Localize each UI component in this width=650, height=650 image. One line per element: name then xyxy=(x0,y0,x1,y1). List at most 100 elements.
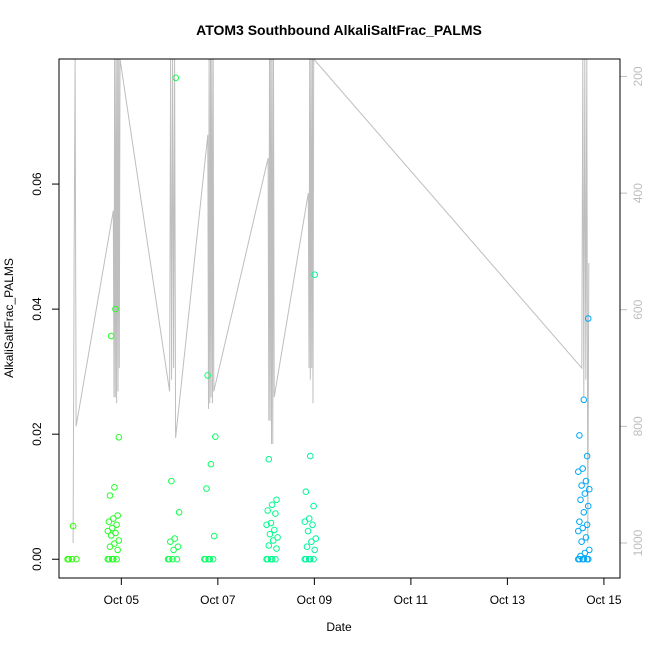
data-point xyxy=(582,477,590,485)
data-point xyxy=(173,555,181,563)
x-tick-label: Oct 13 xyxy=(490,593,526,607)
data-point xyxy=(203,485,210,492)
data-point xyxy=(312,535,320,542)
y-tick-label: 0.00 xyxy=(30,547,44,571)
data-point xyxy=(268,555,276,563)
data-point xyxy=(107,332,115,340)
data-point xyxy=(269,537,277,544)
data-point xyxy=(114,512,121,519)
data-point xyxy=(106,492,114,499)
x-tick-label: Oct 05 xyxy=(104,593,140,607)
data-point xyxy=(307,452,314,460)
data-point xyxy=(301,518,309,526)
data-point xyxy=(167,538,174,546)
data-point xyxy=(202,555,209,563)
data-point xyxy=(209,555,217,563)
data-point xyxy=(581,490,589,497)
data-point xyxy=(575,468,582,476)
data-point xyxy=(578,482,585,489)
data-point xyxy=(174,543,182,551)
y2-tick-label: 400 xyxy=(631,183,645,203)
data-point xyxy=(273,496,280,504)
data-point xyxy=(169,555,176,563)
data-point xyxy=(104,527,112,535)
data-point xyxy=(307,555,314,563)
data-point xyxy=(576,555,583,563)
data-point xyxy=(165,555,173,563)
data-point xyxy=(271,526,278,534)
data-point xyxy=(584,555,592,563)
plot-area-border xyxy=(58,58,621,579)
data-point xyxy=(110,555,117,563)
data-point xyxy=(65,555,72,563)
data-point xyxy=(575,527,582,535)
data-point xyxy=(580,509,588,516)
data-point xyxy=(114,546,121,554)
data-point xyxy=(105,555,113,563)
data-point xyxy=(108,524,116,532)
data-point xyxy=(583,521,591,529)
data-point xyxy=(310,502,317,510)
altitude-profile xyxy=(72,59,590,544)
data-point xyxy=(265,542,273,549)
data-point xyxy=(274,534,281,541)
y-tick-label: 0.06 xyxy=(30,172,44,196)
data-point xyxy=(68,555,76,563)
data-point xyxy=(311,271,319,279)
data-point xyxy=(106,543,114,551)
x-tick-label: Oct 07 xyxy=(200,593,236,607)
data-point xyxy=(577,552,584,560)
data-point xyxy=(69,522,77,530)
data-point xyxy=(110,515,117,522)
data-point xyxy=(583,452,591,460)
data-point xyxy=(578,538,585,546)
data-point xyxy=(586,546,593,554)
data-point xyxy=(105,518,113,526)
data-point xyxy=(263,521,270,529)
y2-tick-label: 1000 xyxy=(631,529,645,556)
y-tick-label: 0.04 xyxy=(30,297,44,321)
data-point xyxy=(310,555,317,563)
data-point xyxy=(584,315,592,322)
data-point xyxy=(204,372,211,379)
data-point xyxy=(308,538,315,546)
data-point xyxy=(113,555,120,563)
data-point xyxy=(309,521,316,529)
data-point xyxy=(115,434,123,441)
data-point xyxy=(206,555,214,563)
data-point xyxy=(168,477,175,485)
data-point xyxy=(272,555,279,563)
data-point xyxy=(210,532,218,540)
data-point xyxy=(111,540,118,547)
data-point xyxy=(268,501,276,509)
y-axis-label: AlkaliSaltFrac_PALMS xyxy=(2,258,16,378)
data-point xyxy=(580,396,588,404)
data-point xyxy=(582,534,590,541)
x-tick-label: Oct 11 xyxy=(394,593,429,607)
data-point xyxy=(171,535,178,542)
y-tick-label: 0.02 xyxy=(30,422,44,446)
data-point xyxy=(170,546,177,554)
data-point xyxy=(73,555,80,563)
data-point xyxy=(576,432,583,439)
x-tick-label: Oct 15 xyxy=(586,593,622,607)
data-point xyxy=(586,485,593,493)
data-point xyxy=(265,455,273,463)
data-point xyxy=(579,524,587,532)
data-point xyxy=(581,549,589,557)
data-point xyxy=(305,515,313,522)
data-point xyxy=(113,521,120,529)
data-point xyxy=(111,484,118,491)
y2-tick-label: 200 xyxy=(631,66,645,86)
data-point xyxy=(584,502,592,510)
data-point xyxy=(302,555,310,563)
data-point xyxy=(266,530,274,538)
data-point xyxy=(273,545,280,552)
data-point xyxy=(264,555,272,563)
data-point xyxy=(212,433,219,441)
data-points xyxy=(64,74,593,563)
data-point xyxy=(207,460,215,468)
altitude-line xyxy=(72,59,590,544)
data-point xyxy=(112,305,119,313)
